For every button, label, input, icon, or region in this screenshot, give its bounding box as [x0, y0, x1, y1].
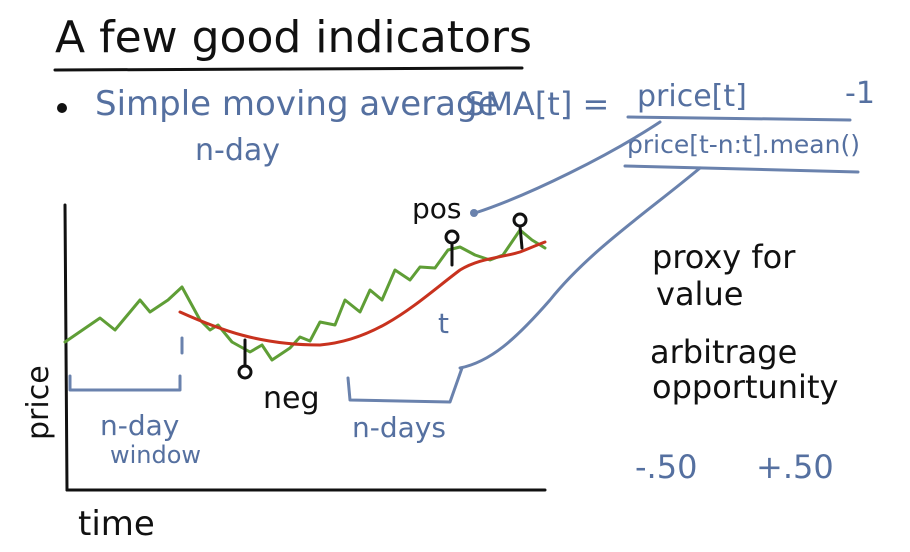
range-low: -.50	[635, 448, 697, 486]
pos-label: pos	[412, 192, 462, 225]
window-bracket	[68, 374, 182, 392]
title: A few good indicators	[55, 12, 532, 63]
y-axis-label: price	[21, 365, 56, 440]
x-axis-label: time	[78, 504, 155, 544]
pos-marker-2	[512, 212, 528, 228]
window-label-bottom: window	[110, 441, 201, 469]
formula-lhs: SMA[t] =	[465, 85, 609, 123]
fraction-bar	[626, 115, 852, 122]
bullet-subtext: n-day	[195, 133, 280, 168]
window-label-top: n-day	[100, 409, 179, 442]
formula-suffix: -1	[845, 76, 875, 111]
arbitrage-note-line1: arbitrage	[650, 333, 797, 371]
sma-line	[178, 240, 547, 347]
pos-stem-2	[518, 224, 524, 250]
formula-denominator: price[t-n:t].mean()	[627, 130, 860, 159]
range-high: +.50	[756, 448, 834, 486]
arbitrage-note-line2: opportunity	[652, 368, 838, 406]
neg-marker	[237, 364, 253, 380]
ndays-label: n-days	[352, 411, 446, 444]
t-label: t	[438, 307, 449, 340]
price-line	[63, 228, 547, 362]
ndays-bracket	[346, 366, 464, 404]
numerator-arrow	[473, 120, 662, 215]
proxy-note-line1: proxy for	[652, 238, 796, 276]
denominator-connector	[458, 166, 702, 370]
bullet-text: Simple moving average	[95, 84, 499, 124]
proxy-note-line2: value	[656, 275, 743, 313]
bullet-dot	[57, 103, 67, 113]
formula-numerator: price[t]	[637, 79, 747, 114]
denominator-underline	[623, 164, 860, 174]
title-underline	[53, 66, 524, 72]
y-axis	[63, 203, 69, 492]
pos-marker-1	[444, 229, 460, 245]
neg-label: neg	[263, 381, 320, 416]
arrow-tip	[470, 209, 478, 217]
